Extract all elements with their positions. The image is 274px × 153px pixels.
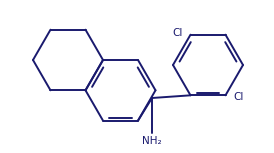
Text: NH₂: NH₂ [142,136,162,146]
Text: Cl: Cl [172,28,182,38]
Text: Cl: Cl [234,92,244,102]
